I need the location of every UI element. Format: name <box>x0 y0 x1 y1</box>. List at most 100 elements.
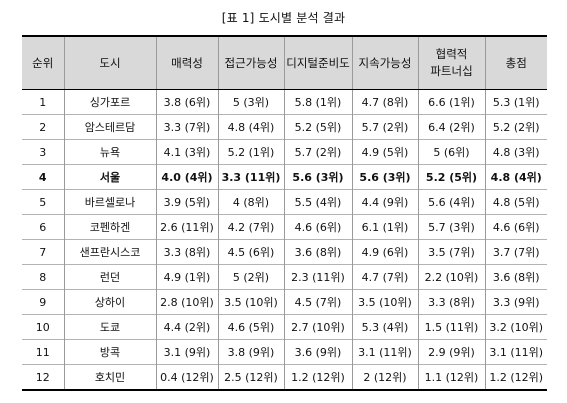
cell-partnership: 6.6 (1위) <box>417 89 486 115</box>
cell-total: 3.2 (10위) <box>484 314 547 340</box>
cell-total: 4.8 (3위) <box>484 139 547 165</box>
cell-attractiveness: 2.6 (11위) <box>155 214 219 240</box>
table-caption: [표 1] 도시별 분석 결과 <box>221 11 346 25</box>
cell-rank: 8 <box>22 264 65 290</box>
cell-sustainability: 4.9 (6위) <box>351 239 419 265</box>
cell-partnership: 3.5 (7위) <box>417 239 486 265</box>
cell-rank: 5 <box>22 189 65 215</box>
cell-sustainability: 3.5 (10위) <box>351 289 419 315</box>
cell-city: 뉴욕 <box>63 139 157 165</box>
table-row: 3 뉴욕 4.1 (3위) 5.2 (1위) 5.7 (2위) 4.9 (5위) 5 (6위… <box>22 139 547 165</box>
cell-city: 도쿄 <box>63 314 157 340</box>
cell-attractiveness: 3.1 (9위) <box>155 339 219 365</box>
cell-accessibility: 5 (2위) <box>217 264 285 290</box>
cell-total: 4.8 (4위) <box>484 164 547 190</box>
cell-partnership: 5.2 (5위) <box>417 164 486 190</box>
table-row: 6 코펜하겐 2.6 (11위) 4.2 (7위) 4.6 (6위) 6.1 (1위) 5.… <box>22 214 547 240</box>
cell-digital-readiness: 2.3 (11위) <box>283 264 353 290</box>
header-city: 도시 <box>63 35 157 90</box>
cell-digital-readiness: 3.6 (9위) <box>283 339 353 365</box>
cell-sustainability: 2 (12위) <box>351 364 419 391</box>
cell-accessibility: 4.8 (4위) <box>217 114 285 140</box>
cell-accessibility: 4 (8위) <box>217 189 285 215</box>
cell-accessibility: 4.6 (5위) <box>217 314 285 340</box>
cell-digital-readiness: 5.7 (2위) <box>283 139 353 165</box>
cell-city: 바르셀로나 <box>63 189 157 215</box>
cell-rank: 1 <box>22 89 65 115</box>
cell-digital-readiness: 4.5 (7위) <box>283 289 353 315</box>
cell-total: 5.2 (2위) <box>484 114 547 140</box>
cell-sustainability: 5.7 (2위) <box>351 114 419 140</box>
header-partnership: 협력적 파트너십 <box>417 35 486 90</box>
city-analysis-table: 순위 도시 매력성 접근가능성 디지털준비도 지속가능성 협력적 파트너십 총점… <box>22 35 547 391</box>
cell-attractiveness: 3.9 (5위) <box>155 189 219 215</box>
cell-digital-readiness: 1.2 (12위) <box>283 364 353 391</box>
cell-rank: 12 <box>22 364 65 391</box>
cell-rank: 10 <box>22 314 65 340</box>
cell-partnership: 2.2 (10위) <box>417 264 486 290</box>
cell-total: 3.7 (7위) <box>484 239 547 265</box>
cell-rank: 7 <box>22 239 65 265</box>
cell-sustainability: 4.4 (9위) <box>351 189 419 215</box>
cell-city: 방콕 <box>63 339 157 365</box>
header-rank: 순위 <box>22 35 65 90</box>
cell-accessibility: 5 (3위) <box>217 89 285 115</box>
cell-digital-readiness: 5.6 (3위) <box>283 164 353 190</box>
table-header-row: 순위 도시 매력성 접근가능성 디지털준비도 지속가능성 협력적 파트너십 총점 <box>22 35 547 90</box>
cell-city: 런던 <box>63 264 157 290</box>
table-row: 9 상하이 2.8 (10위) 3.5 (10위) 4.5 (7위) 3.5 (10위) 3… <box>22 289 547 315</box>
cell-total: 4.8 (5위) <box>484 189 547 215</box>
header-sustainability: 지속가능성 <box>351 35 419 90</box>
table-row: 12 호치민 0.4 (12위) 2.5 (12위) 1.2 (12위) 2 (12위) 1… <box>22 364 547 391</box>
cell-city: 코펜하겐 <box>63 214 157 240</box>
cell-sustainability: 4.7 (7위) <box>351 264 419 290</box>
cell-partnership: 1.5 (11위) <box>417 314 486 340</box>
table-row: 1 싱가포르 3.8 (6위) 5 (3위) 5.8 (1위) 4.7 (8위) 6.6 (… <box>22 89 547 115</box>
cell-rank: 11 <box>22 339 65 365</box>
header-attractiveness: 매력성 <box>155 35 219 90</box>
cell-partnership: 1.1 (12위) <box>417 364 486 391</box>
cell-attractiveness: 4.4 (2위) <box>155 314 219 340</box>
cell-partnership: 3.3 (8위) <box>417 289 486 315</box>
cell-digital-readiness: 4.6 (6위) <box>283 214 353 240</box>
cell-digital-readiness: 5.2 (5위) <box>283 114 353 140</box>
table-row: 10 도쿄 4.4 (2위) 4.6 (5위) 2.7 (10위) 5.3 (4위) 1.5… <box>22 314 547 340</box>
cell-total: 4.6 (6위) <box>484 214 547 240</box>
cell-partnership: 5.7 (3위) <box>417 214 486 240</box>
table-row: 2 암스테르담 3.3 (7위) 4.8 (4위) 5.2 (5위) 5.7 (2위) 6.… <box>22 114 547 140</box>
cell-partnership: 2.9 (9위) <box>417 339 486 365</box>
cell-total: 3.1 (11위) <box>484 339 547 365</box>
table-row: 11 방콕 3.1 (9위) 3.8 (9위) 3.6 (9위) 3.1 (11위) 2.9… <box>22 339 547 365</box>
cell-total: 3.6 (8위) <box>484 264 547 290</box>
cell-sustainability: 3.1 (11위) <box>351 339 419 365</box>
cell-city: 서울 <box>63 164 157 190</box>
cell-city: 상하이 <box>63 289 157 315</box>
cell-attractiveness: 4.9 (1위) <box>155 264 219 290</box>
cell-total: 3.3 (9위) <box>484 289 547 315</box>
table-row: 4 서울 4.0 (4위) 3.3 (11위) 5.6 (3위) 5.6 (3위) 5.2 … <box>22 164 547 190</box>
cell-accessibility: 4.5 (6위) <box>217 239 285 265</box>
cell-attractiveness: 3.8 (6위) <box>155 89 219 115</box>
cell-partnership: 6.4 (2위) <box>417 114 486 140</box>
cell-accessibility: 2.5 (12위) <box>217 364 285 391</box>
cell-digital-readiness: 5.5 (4위) <box>283 189 353 215</box>
cell-rank: 6 <box>22 214 65 240</box>
cell-accessibility: 4.2 (7위) <box>217 214 285 240</box>
cell-rank: 9 <box>22 289 65 315</box>
cell-city: 샌프란시스코 <box>63 239 157 265</box>
cell-total: 1.2 (12위) <box>484 364 547 391</box>
cell-sustainability: 5.6 (3위) <box>351 164 419 190</box>
cell-accessibility: 3.5 (10위) <box>217 289 285 315</box>
cell-sustainability: 6.1 (1위) <box>351 214 419 240</box>
cell-attractiveness: 2.8 (10위) <box>155 289 219 315</box>
cell-attractiveness: 3.3 (7위) <box>155 114 219 140</box>
cell-accessibility: 5.2 (1위) <box>217 139 285 165</box>
cell-attractiveness: 4.0 (4위) <box>155 164 219 190</box>
cell-digital-readiness: 2.7 (10위) <box>283 314 353 340</box>
cell-sustainability: 4.9 (5위) <box>351 139 419 165</box>
cell-accessibility: 3.8 (9위) <box>217 339 285 365</box>
cell-city: 싱가포르 <box>63 89 157 115</box>
cell-rank: 4 <box>22 164 65 190</box>
cell-sustainability: 4.7 (8위) <box>351 89 419 115</box>
cell-rank: 2 <box>22 114 65 140</box>
